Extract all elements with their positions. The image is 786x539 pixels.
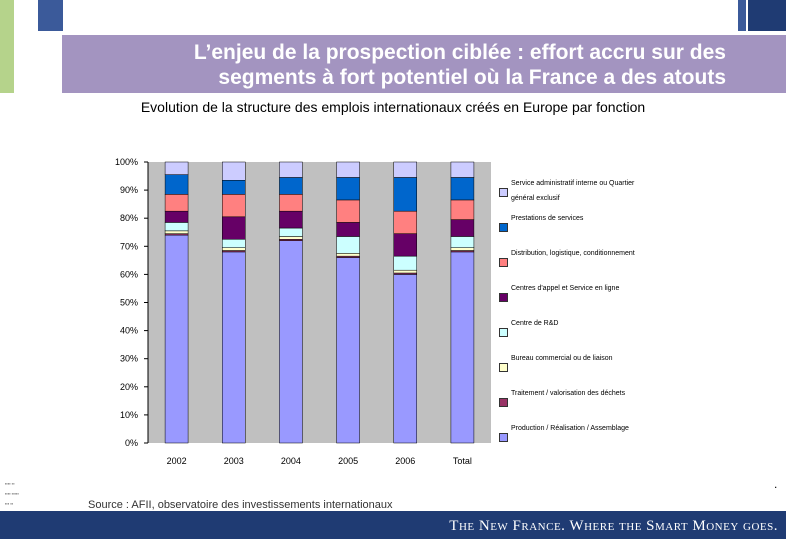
bar-segment: [450, 251, 475, 444]
legend-swatch: [499, 433, 508, 442]
x-tick-label: 2004: [281, 456, 301, 466]
y-tick-label: 80%: [120, 213, 138, 223]
bar-segment: [279, 161, 303, 178]
bar-segment: [279, 210, 303, 229]
bar-segment: [222, 239, 246, 248]
decor-blue-bar: [738, 0, 746, 31]
bullet-dot: .: [774, 477, 778, 491]
decor-green-square: [0, 0, 14, 93]
footer-band: The New France. Where the Smart Money go…: [0, 511, 786, 539]
legend-swatch: [499, 363, 508, 372]
legend-label: Service administratif interne ou Quartie…: [511, 180, 635, 202]
legend-label: Distribution, logistique, conditionnemen…: [511, 250, 635, 257]
bar-segment: [450, 199, 475, 220]
footnote-mark-2: ▪▪▪▪ ▪▪▪▪▪: [5, 491, 19, 496]
bar-segment: [164, 161, 189, 175]
bar-segment: [336, 199, 360, 223]
bar-segment: [450, 247, 475, 251]
bar-segment: [336, 253, 360, 257]
footnote-mark-3: ▪▪▪ ▪▪: [5, 501, 14, 506]
bar-segment: [279, 194, 303, 212]
bar-segment: [336, 222, 360, 237]
bar-segment: [222, 194, 246, 218]
bar-segment: [222, 180, 246, 195]
page-title-line1: L’enjeu de la prospection ciblée : effor…: [193, 41, 726, 64]
y-tick-label: 60%: [120, 269, 138, 279]
bar-segment: [279, 227, 303, 237]
bar-segment: [164, 194, 189, 212]
x-tick-label: 2005: [338, 456, 358, 466]
bar-segment: [393, 269, 417, 274]
legend-swatch: [499, 398, 508, 407]
y-tick-label: 40%: [120, 326, 138, 336]
decor-blue-square: [38, 0, 63, 31]
bar-segment: [450, 161, 475, 178]
bar-segment: [279, 240, 303, 444]
bar-segment: [336, 257, 360, 444]
bar-segment: [164, 222, 189, 232]
bar-segment: [164, 174, 189, 195]
bar-segment: [336, 161, 360, 178]
y-tick-label: 0%: [125, 438, 138, 448]
y-tick-label: 100%: [115, 157, 138, 167]
bar-segment: [164, 230, 189, 234]
plot-area: [148, 162, 491, 443]
bar-segment: [393, 161, 417, 178]
bar-segment: [164, 234, 189, 444]
bar-segment: [393, 210, 417, 234]
x-tick-label: 2002: [167, 456, 187, 466]
bar-segment: [336, 177, 360, 201]
bar-segment: [450, 219, 475, 237]
bar-segment: [279, 177, 303, 195]
bar-segment: [450, 177, 475, 201]
legend-swatch: [499, 293, 508, 302]
decor-navy-square: [748, 0, 786, 31]
bar-segment: [450, 236, 475, 248]
x-tick-label: 2006: [395, 456, 415, 466]
y-tick-label: 50%: [120, 298, 138, 308]
legend: Service administratif interne ou Quartie…: [495, 180, 785, 445]
legend-swatch: [499, 328, 508, 337]
legend-label: Centre de R&D: [511, 320, 559, 327]
bar-segment: [222, 216, 246, 240]
y-tick-label: 70%: [120, 241, 138, 251]
bar-segment: [222, 161, 246, 181]
y-tick-label: 30%: [120, 354, 138, 364]
legend-label: Traitement / valorisation des déchets: [511, 390, 626, 397]
bar-segment: [222, 251, 246, 444]
page-title-line2: segments à fort potentiel où la France a…: [218, 66, 726, 89]
legend-swatch: [499, 258, 508, 267]
bar-segment: [393, 274, 417, 444]
title-band: L’enjeu de la prospection ciblée : effor…: [62, 35, 786, 93]
y-tick-label: 10%: [120, 410, 138, 420]
legend-swatch: [499, 188, 508, 197]
bar-segment: [393, 233, 417, 257]
bar-segment: [164, 210, 189, 223]
x-tick-label: 2003: [224, 456, 244, 466]
footnote-mark-1: ▪▪▪▪ ▪▪: [5, 481, 15, 486]
bar-segment: [222, 247, 246, 251]
bar-segment: [393, 177, 417, 212]
footer-slogan: The New France. Where the Smart Money go…: [449, 518, 778, 534]
legend-label: Production / Réalisation / Assemblage: [511, 425, 629, 432]
legend-swatch: [499, 223, 508, 232]
bar-segment: [336, 236, 360, 254]
chart-title: Evolution de la structure des emplois in…: [140, 99, 646, 115]
legend-label: Bureau commercial ou de liaison: [511, 355, 613, 362]
x-tick-label: Total: [453, 456, 472, 466]
y-tick-label: 90%: [120, 185, 138, 195]
legend-label: Centres d'appel et Service en ligne: [511, 285, 620, 292]
legend-label: Prestations de services: [511, 215, 584, 222]
bar-segment: [393, 255, 417, 271]
bar-segment: [279, 236, 303, 240]
y-tick-label: 20%: [120, 382, 138, 392]
source-note: Source : AFII, observatoire des investis…: [88, 499, 393, 511]
